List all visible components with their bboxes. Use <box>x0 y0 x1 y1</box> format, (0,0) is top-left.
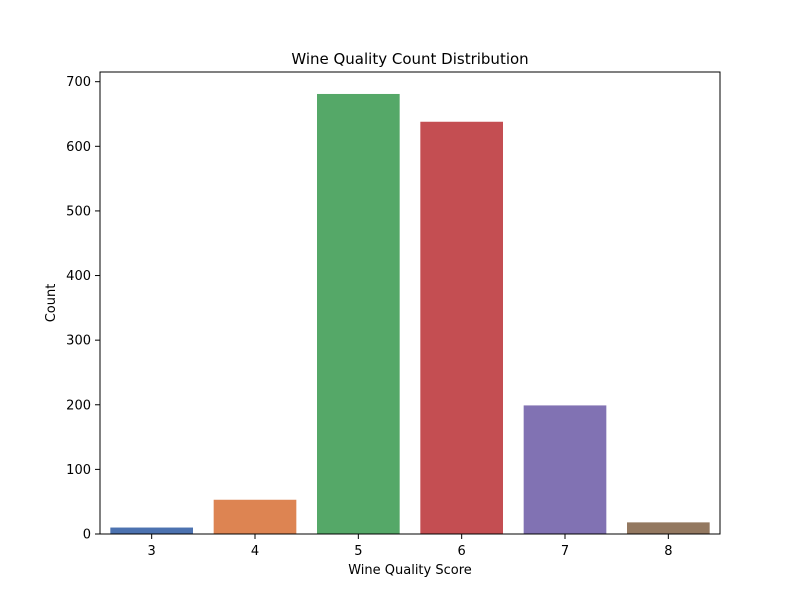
x-tick-label: 4 <box>251 544 259 559</box>
x-tick-label: 6 <box>458 544 466 559</box>
y-axis: 0 100 200 300 400 500 600 700 <box>66 75 100 543</box>
x-axis: 3 4 5 6 7 8 <box>148 534 672 559</box>
plot-frame <box>99 71 721 535</box>
y-tick-label: 100 <box>66 463 91 478</box>
y-tick-label: 500 <box>66 204 91 219</box>
y-tick-label: 300 <box>66 334 91 349</box>
bar-5 <box>317 93 400 534</box>
x-tick-label: 5 <box>354 544 362 559</box>
y-tick-label: 200 <box>66 398 91 413</box>
x-tick-label: 7 <box>561 544 569 559</box>
y-tick-label: 0 <box>83 528 91 543</box>
x-tick-label: 3 <box>148 544 156 559</box>
chart-title: Wine Quality Count Distribution <box>291 50 528 68</box>
y-tick-label: 700 <box>66 75 91 90</box>
bar-6 <box>420 121 503 534</box>
bar-7 <box>523 405 607 534</box>
y-tick-label: 400 <box>66 269 91 284</box>
bar-8 <box>627 522 710 534</box>
x-tick-label: 8 <box>664 544 672 559</box>
bars-group <box>110 93 710 534</box>
bar-3 <box>110 527 193 534</box>
y-axis-label: Count <box>44 284 59 323</box>
y-tick-label: 600 <box>66 140 91 155</box>
bar-4 <box>213 499 297 534</box>
x-axis-label: Wine Quality Score <box>348 563 472 578</box>
